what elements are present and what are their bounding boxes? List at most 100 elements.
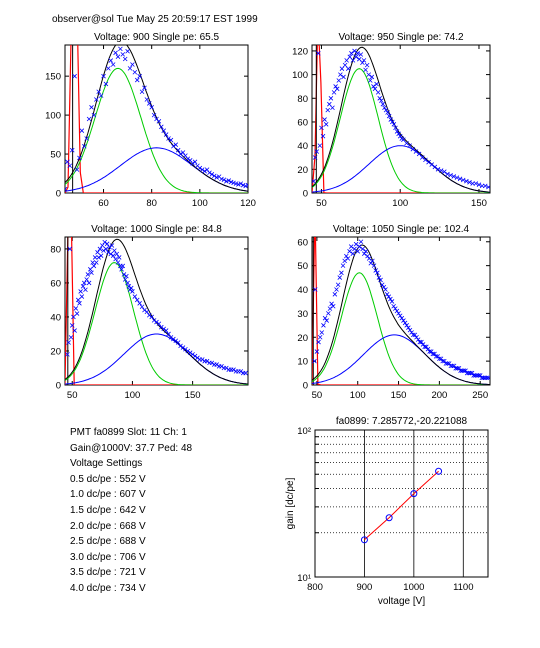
- data-point: [336, 78, 342, 83]
- data-point: [394, 308, 400, 314]
- x-tick-label: 900: [356, 582, 372, 593]
- x-tick-label: 800: [307, 582, 323, 593]
- data-point: [137, 301, 142, 306]
- data-point: [156, 321, 162, 327]
- data-point: [474, 373, 480, 378]
- gain-data-point: [410, 490, 418, 498]
- single-pe-fit-curve: [312, 272, 490, 385]
- total-fit-curve: [65, 45, 248, 192]
- data-point: [221, 177, 227, 183]
- data-point: [433, 354, 439, 359]
- gain-fit-line: [364, 470, 439, 541]
- plot-frame: [64, 236, 249, 386]
- data-point: [473, 181, 479, 186]
- data-point: [401, 318, 406, 323]
- data-point: [98, 253, 104, 258]
- header-text: observer@sol Tue May 25 20:59:17 EST 199…: [52, 14, 258, 25]
- histogram-panel: Voltage: 1000 Single pe: 84.8 50 100 150 0 20…: [50, 224, 249, 401]
- data-point: [151, 112, 157, 118]
- histogram-panel: Voltage: 1050 Single pe: 102.450 100 150 20…: [297, 224, 491, 401]
- data-point: [69, 147, 75, 153]
- y-tick-label: 10: [297, 357, 308, 368]
- data-point: [454, 175, 460, 180]
- data-point: [86, 116, 92, 122]
- data-point: [389, 299, 395, 304]
- data-point: [341, 74, 346, 80]
- data-point: [376, 275, 382, 280]
- x-tick-label: 150: [185, 390, 201, 401]
- data-point: [209, 172, 215, 177]
- total-fit-curve: [312, 46, 490, 193]
- data-point: [190, 161, 195, 166]
- data-point: [350, 251, 356, 256]
- gain-info-line: Gain@1000V: 37.7 Ped: 48: [70, 442, 193, 454]
- x-tick-label: 200: [431, 390, 447, 401]
- data-point: [101, 248, 106, 253]
- data-point: [112, 248, 117, 253]
- x-tick-label: 50: [67, 390, 78, 401]
- data-point: [481, 375, 486, 381]
- data-point: [368, 260, 374, 266]
- data-point: [356, 56, 362, 62]
- y-tick-label: 40: [297, 285, 308, 296]
- data-point: [314, 349, 320, 354]
- data-point: [342, 62, 348, 68]
- data-point: [397, 133, 403, 139]
- data-point: [407, 143, 412, 148]
- plot-title: Voltage: 900 Single pe: 65.5: [94, 32, 220, 43]
- data-point: [118, 46, 123, 52]
- data-point: [377, 95, 383, 101]
- data-point: [78, 289, 83, 294]
- data-point: [422, 344, 427, 350]
- voltage-setting-line: 1.5 dc/pe : 642 V: [70, 504, 146, 516]
- data-point: [132, 69, 138, 75]
- data-point: [199, 167, 205, 172]
- data-point: [127, 66, 133, 71]
- data-point: [435, 354, 441, 359]
- y-tick-label: 40: [50, 312, 61, 323]
- y-tick-label: 40: [297, 141, 308, 152]
- data-point: [321, 323, 326, 328]
- x-tick-label: 50: [316, 198, 327, 209]
- data-point: [428, 349, 434, 354]
- data-point: [89, 105, 94, 110]
- x-tick-label: 50: [312, 390, 323, 401]
- data-point: [108, 251, 114, 257]
- data-point: [195, 355, 200, 361]
- data-point: [388, 117, 394, 122]
- data-point: [199, 357, 205, 362]
- data-point: [404, 140, 409, 146]
- data-point: [417, 339, 423, 345]
- pmt-info-line: PMT fa0899 Slot: 11 Ch: 1: [70, 427, 187, 438]
- data-point: [81, 143, 87, 149]
- data-point: [412, 332, 418, 338]
- data-point: [420, 342, 426, 347]
- data-point: [396, 311, 401, 316]
- x-tick-label: 80: [146, 198, 157, 209]
- data-point: [390, 119, 395, 125]
- data-point: [161, 326, 167, 332]
- data-point: [212, 173, 217, 179]
- x-tick-label: 150: [471, 198, 487, 209]
- data-point: [110, 62, 116, 67]
- data-point: [142, 307, 147, 313]
- data-point: [342, 258, 347, 264]
- data-point: [79, 294, 85, 299]
- data-point: [187, 350, 193, 355]
- data-point: [67, 163, 73, 169]
- x-tick-label: 1000: [403, 582, 424, 593]
- data-point: [410, 146, 416, 152]
- data-point: [401, 137, 406, 143]
- voltage-settings-title: Voltage Settings: [70, 458, 143, 470]
- data-point: [77, 155, 82, 161]
- data-point: [386, 113, 392, 119]
- data-point: [370, 258, 375, 264]
- data-point: [363, 249, 369, 254]
- data-point: [476, 182, 482, 187]
- data-point: [66, 340, 71, 345]
- y-tick-label: 0: [303, 189, 308, 200]
- data-point: [84, 277, 89, 282]
- data-point: [80, 284, 86, 289]
- data-point: [425, 346, 431, 352]
